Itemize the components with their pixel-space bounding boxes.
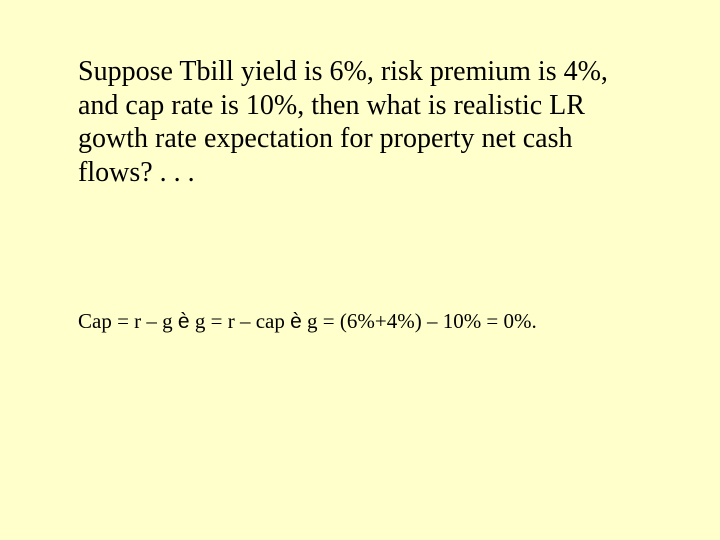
arrow-icon: è bbox=[178, 310, 190, 333]
slide: Suppose Tbill yield is 6%, risk premium … bbox=[0, 0, 720, 540]
formula-part3: g = (6%+4%) – 10% = 0%. bbox=[302, 309, 537, 333]
formula-part1: Cap = r – g bbox=[78, 309, 178, 333]
arrow-icon: è bbox=[290, 310, 302, 333]
formula-part2: g = r – cap bbox=[190, 309, 290, 333]
formula-line: Cap = r – g è g = r – cap è g = (6%+4%) … bbox=[78, 309, 642, 334]
question-paragraph: Suppose Tbill yield is 6%, risk premium … bbox=[78, 55, 642, 189]
